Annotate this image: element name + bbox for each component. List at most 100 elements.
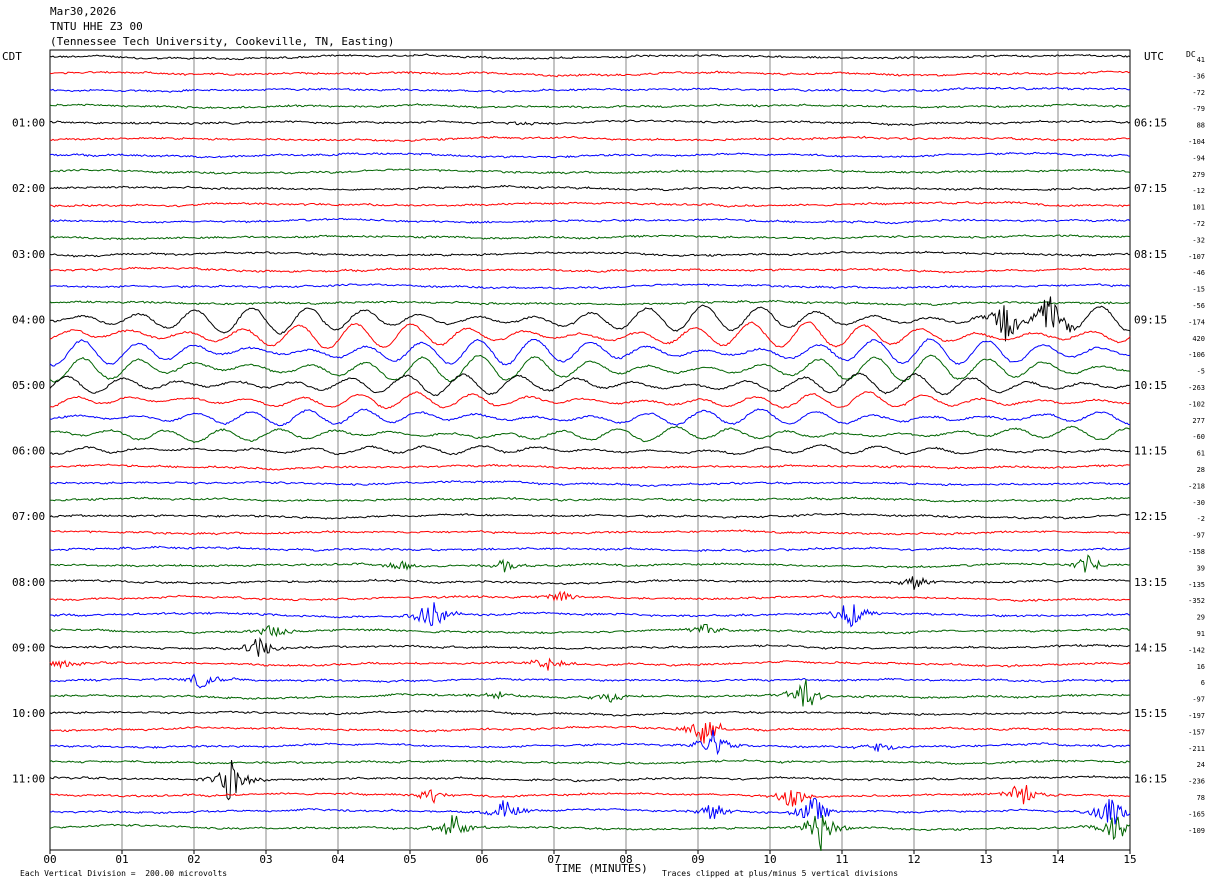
seismic-trace: [49, 103, 1131, 110]
dc-offset-label: 6: [1201, 679, 1205, 687]
dc-offset-label: 101: [1192, 204, 1205, 212]
x-tick-label: 06: [475, 853, 488, 866]
utc-hour-label: 10:15: [1134, 379, 1167, 392]
seismic-trace: [49, 408, 1131, 427]
seismic-trace: [49, 463, 1130, 471]
seismic-trace: [49, 296, 1131, 342]
cdt-label: CDT: [2, 50, 22, 63]
dc-offset-label: -56: [1192, 302, 1205, 310]
dc-offset-label: -102: [1188, 400, 1205, 408]
dc-label: DC: [1186, 50, 1196, 59]
x-tick-label: 07: [547, 853, 560, 866]
x-tick-label: 01: [115, 853, 128, 866]
seismic-trace: [49, 480, 1131, 488]
seismic-trace: [49, 119, 1131, 127]
seismic-trace: [49, 184, 1131, 192]
seismic-trace: [49, 576, 1131, 591]
dc-offset-label: 29: [1197, 614, 1205, 622]
dc-offset-label: -12: [1192, 187, 1205, 195]
dc-offset-label: -97: [1192, 696, 1205, 704]
dc-offset-label: 28: [1197, 466, 1205, 474]
dc-offset-label: -15: [1192, 286, 1205, 294]
cdt-hour-label: 08:00: [12, 576, 45, 589]
seismic-trace: [49, 250, 1131, 258]
dc-offset-label: -352: [1188, 597, 1205, 605]
seismic-trace: [49, 444, 1131, 456]
cdt-hour-label: 10:00: [12, 707, 45, 720]
cdt-hour-label: 07:00: [12, 510, 45, 523]
dc-offset-label: -174: [1188, 318, 1205, 326]
dc-offset-label: -236: [1188, 778, 1205, 786]
dc-offset-label: 78: [1197, 794, 1205, 802]
dc-offset-label: 24: [1197, 761, 1205, 769]
location-label: (Tennessee Tech University, Cookeville, …: [50, 35, 395, 48]
x-tick-label: 03: [259, 853, 272, 866]
dc-offset-label: -263: [1188, 384, 1205, 392]
seismic-trace: [49, 721, 1131, 744]
utc-hour-label: 14:15: [1134, 641, 1167, 654]
x-tick-label: 02: [187, 853, 200, 866]
seismic-trace: [49, 554, 1131, 573]
seismic-trace: [49, 709, 1131, 717]
seismic-trace: [49, 200, 1131, 208]
dc-offset-label: -142: [1188, 646, 1205, 654]
seismic-trace: [50, 602, 1131, 628]
x-tick-label: 12: [907, 853, 920, 866]
dc-offset-label: -165: [1188, 810, 1205, 818]
seismic-trace: [49, 338, 1131, 367]
seismic-trace: [49, 512, 1131, 520]
x-tick-label: 05: [403, 853, 416, 866]
seismic-trace: [49, 496, 1131, 503]
date-label: Mar30,2026: [50, 5, 117, 18]
seismic-trace: [49, 168, 1131, 175]
seismic-trace: [50, 529, 1131, 536]
x-tick-label: 11: [835, 853, 848, 866]
dc-offset-label: -30: [1192, 499, 1205, 507]
dc-offset-label: 279: [1192, 171, 1205, 179]
dc-offset-label: -104: [1188, 138, 1205, 146]
seismic-trace: [49, 135, 1131, 142]
seismic-trace: [50, 283, 1131, 290]
dc-offset-label: -197: [1188, 712, 1205, 720]
x-tick-label: 08: [619, 853, 632, 866]
scale-note: Each Vertical Division = 200.00 microvol…: [20, 869, 228, 878]
seismic-trace: [49, 657, 1131, 671]
dc-offset-label: -135: [1188, 581, 1205, 589]
dc-offset-label: -107: [1188, 253, 1205, 261]
cdt-hour-label: 01:00: [12, 117, 45, 130]
seismic-trace: [49, 234, 1131, 241]
cdt-hour-label: 05:00: [12, 379, 45, 392]
cdt-hour-label: 06:00: [12, 445, 45, 458]
dc-offset-label: -79: [1192, 105, 1205, 113]
utc-hour-label: 15:15: [1134, 707, 1167, 720]
seismic-trace: [49, 785, 1131, 807]
station-label: TNTU HHE Z3 00: [50, 20, 143, 33]
seismic-trace: [49, 624, 1131, 638]
dc-offset-label: 420: [1192, 335, 1205, 343]
dc-offset-label: -32: [1192, 236, 1205, 244]
dc-offset-label: 41: [1197, 56, 1205, 64]
dc-offset-label: 277: [1192, 417, 1205, 425]
dc-offset-label: -94: [1192, 154, 1205, 162]
utc-hour-label: 09:15: [1134, 313, 1167, 326]
clip-note: Traces clipped at plus/minus 5 vertical …: [662, 869, 899, 878]
seismic-trace: [49, 354, 1131, 383]
dc-offset-label: 39: [1197, 564, 1205, 572]
utc-hour-label: 07:15: [1134, 182, 1167, 195]
utc-hour-label: 16:15: [1134, 773, 1167, 786]
dc-offset-label: 61: [1197, 450, 1205, 458]
utc-hour-label: 08:15: [1134, 248, 1167, 261]
cdt-hour-label: 09:00: [12, 641, 45, 654]
seismic-trace: [49, 673, 1131, 689]
seismic-trace: [49, 86, 1131, 94]
dc-offset-label: 88: [1197, 122, 1205, 130]
seismic-trace: [49, 759, 1131, 765]
dc-offset-label: -2: [1197, 515, 1205, 523]
dc-offset-label: -60: [1192, 433, 1205, 441]
seismic-trace: [49, 815, 1131, 851]
x-tick-label: 14: [1051, 853, 1065, 866]
dc-offset-label: -46: [1192, 269, 1205, 277]
cdt-hour-label: 11:00: [12, 773, 45, 786]
